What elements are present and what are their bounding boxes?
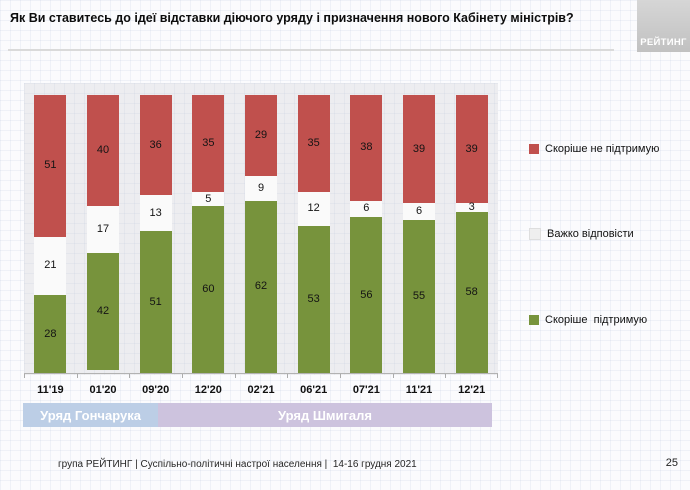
bar-value-label: 3 <box>468 201 475 214</box>
bar-segment-support: 62 <box>245 200 277 373</box>
x-axis-label: 11'19 <box>37 384 64 396</box>
era-band-label: Уряд Шмигаля <box>278 407 373 423</box>
x-axis-label: 11'21 <box>405 384 433 396</box>
bar-segment-undecided: 5 <box>192 192 225 207</box>
bar-segment-oppose: 36 <box>139 95 172 196</box>
bar-segment-undecided: 13 <box>139 195 172 232</box>
axis-tick <box>182 374 183 378</box>
bar-value-label: 40 <box>96 144 110 157</box>
bar-value-label: 53 <box>307 292 320 305</box>
x-axis-label: 06'21 <box>300 384 328 396</box>
bar-segment-oppose: 38 <box>350 95 383 201</box>
rating-logo-text: РЕЙТИНГ <box>640 37 687 48</box>
bar-value-label: 13 <box>149 206 162 219</box>
bar-segment-support: 58 <box>455 211 488 373</box>
legend-item-label: Важко відповісти <box>547 228 634 240</box>
axis-baseline <box>24 373 498 374</box>
legend: Скоріше не підтримую Важко відповісти Скор… <box>529 0 687 375</box>
era-band: Уряд Шмигаля <box>158 403 492 427</box>
axis-tick <box>234 374 236 378</box>
axis-tick <box>24 374 25 378</box>
bar-value-label: 35 <box>202 137 215 150</box>
bar-value-label: 12 <box>307 202 320 215</box>
x-axis-label: 02'21 <box>247 384 275 396</box>
bar-segment-oppose: 35 <box>297 95 330 193</box>
axis-tick <box>445 374 447 378</box>
bar-segment-undecided: 21 <box>34 236 67 296</box>
footer-source: група РЕЙТИНГ | Суспільно-політичні наст… <box>58 459 417 470</box>
bar-value-label: 60 <box>202 283 215 296</box>
bar-value-label: 39 <box>465 142 478 155</box>
bar-value-label: 56 <box>360 288 373 301</box>
bar-segment-support: 60 <box>192 206 225 373</box>
bar-segment-support: 53 <box>297 225 330 373</box>
legend-color-swatch <box>529 315 539 325</box>
x-axis-label: 12'21 <box>458 384 486 396</box>
legend-item: Скоріше не підтримую <box>529 142 659 156</box>
legend-item: Важко відповісти <box>529 227 634 241</box>
bar-value-label: 29 <box>254 128 268 141</box>
bar-value-label: 38 <box>360 141 373 154</box>
era-bands: Уряд Гончарука Уряд Шмигаля <box>23 403 492 427</box>
legend-item-label: Скоріше підтримую <box>545 314 648 326</box>
axis-tick <box>287 374 289 378</box>
bar-value-label: 55 <box>412 290 426 303</box>
axis-tick <box>76 374 78 378</box>
bar-segment-support: 55 <box>403 220 435 373</box>
bar-segment-undecided: 17 <box>87 206 119 254</box>
bar-value-label: 51 <box>44 159 57 172</box>
bar-segment-undecided: 3 <box>455 201 488 214</box>
bar-value-label: 35 <box>307 137 320 150</box>
bar-segment-support: 28 <box>34 295 67 373</box>
legend-item: Скоріше підтримую <box>529 313 647 327</box>
legend-item-label: Скоріше не підтримую <box>545 143 660 155</box>
era-band-label: Уряд Гончарука <box>40 407 141 423</box>
x-axis-labels: 11'19 01'20 09'20 12'20 02'21 06'21 07'21 11'21… <box>24 384 498 396</box>
bar-value-label: 21 <box>44 259 57 272</box>
page-title: Як Ви ставитесь до ідеї відставки діючог… <box>10 11 574 25</box>
bar-value-label: 6 <box>363 202 370 215</box>
bar-segment-oppose: 35 <box>192 95 225 193</box>
axis-tick <box>340 374 341 378</box>
bar-value-label: 17 <box>96 223 110 236</box>
x-axis-label: 12'20 <box>194 384 222 396</box>
bar-segment-support: 42 <box>87 253 119 371</box>
bar-segment-undecided: 12 <box>297 192 330 226</box>
bar-segment-oppose: 51 <box>34 95 67 237</box>
bar-value-label: 9 <box>257 181 265 194</box>
rating-logo: РЕЙТИНГ <box>637 0 690 52</box>
bar-segment-oppose: 29 <box>245 95 277 176</box>
bar-value-label: 58 <box>465 285 478 298</box>
bar-segment-oppose: 39 <box>455 95 488 204</box>
bar-value-label: 36 <box>149 138 162 151</box>
axis-tick <box>129 374 131 378</box>
page-number: 25 <box>665 457 678 469</box>
bar-value-label: 51 <box>149 295 162 308</box>
bar-value-label: 28 <box>44 327 57 340</box>
axis-tick <box>392 374 394 378</box>
bar-value-label: 62 <box>254 280 268 293</box>
title-divider <box>8 49 614 51</box>
bar-value-label: 6 <box>415 205 423 218</box>
x-axis-label: 09'20 <box>142 384 170 396</box>
era-band: Уряд Гончарука <box>23 403 159 427</box>
plot-area: 51 21 28 40 17 42 36 13 51 35 5 60 29 9 62 35 12 53 38 6 56 3… <box>24 83 498 378</box>
bar-segment-oppose: 39 <box>403 95 435 204</box>
x-axis-label: 07'21 <box>352 384 380 396</box>
axis-tick <box>497 374 498 378</box>
bar-segment-undecided: 9 <box>245 175 277 201</box>
legend-color-swatch <box>529 144 539 154</box>
bar-segment-support: 51 <box>139 231 172 373</box>
bar-segment-undecided: 6 <box>403 203 435 221</box>
bar-value-label: 42 <box>96 305 110 318</box>
bar-segment-undecided: 6 <box>350 200 383 218</box>
bar-segment-oppose: 40 <box>87 95 119 207</box>
bar-segment-support: 56 <box>350 217 383 373</box>
bar-value-label: 5 <box>205 192 212 205</box>
legend-color-swatch <box>529 228 541 240</box>
x-axis-label: 01'20 <box>89 384 117 396</box>
bar-value-label: 39 <box>412 142 426 155</box>
